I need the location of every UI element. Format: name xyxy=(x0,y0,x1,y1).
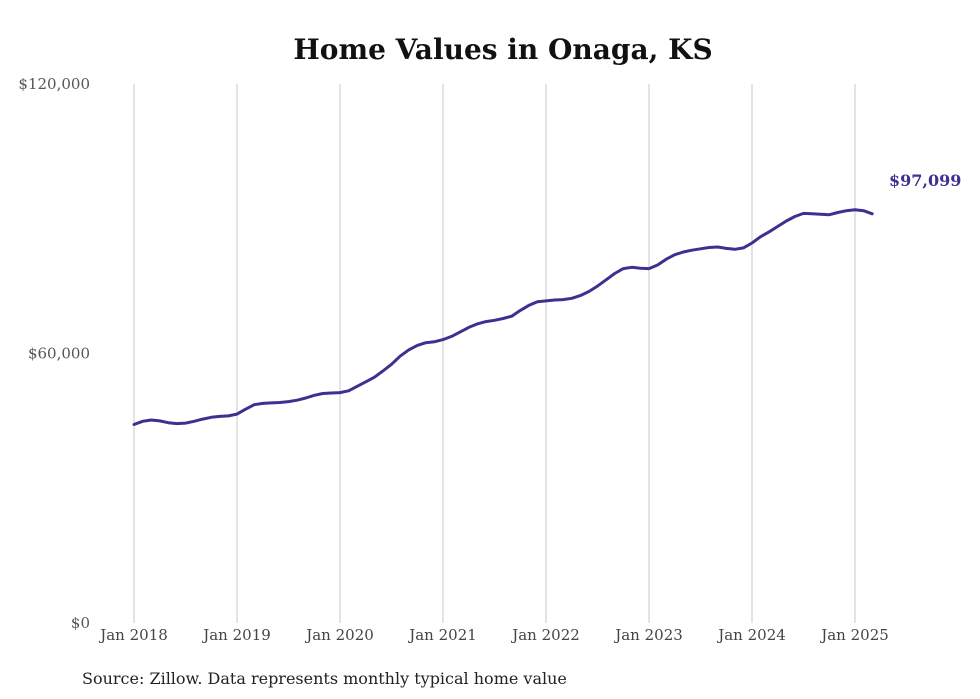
x-axis-ticks: Jan 2018 Jan 2019 Jan 2020 Jan 2021 Jan 2022… xyxy=(98,626,889,644)
latest-value-label: $97,099 xyxy=(889,171,961,190)
x-tick-label: Jan 2025 xyxy=(819,626,889,644)
x-tick-label: Jan 2024 xyxy=(716,626,786,644)
x-tick-label: Jan 2020 xyxy=(304,626,374,644)
y-tick-label: $120,000 xyxy=(18,75,90,93)
x-tick-label: Jan 2022 xyxy=(510,626,580,644)
y-tick-label: $0 xyxy=(71,614,90,632)
x-tick-label: Jan 2019 xyxy=(201,626,271,644)
source-note: Source: Zillow. Data represents monthly … xyxy=(82,669,567,688)
y-tick-label: $60,000 xyxy=(28,345,90,363)
x-tick-label: Jan 2023 xyxy=(613,626,683,644)
y-axis-ticks: $0 $60,000 $120,000 xyxy=(18,75,90,632)
chart-title: Home Values in Onaga, KS xyxy=(293,33,712,66)
home-value-line xyxy=(132,208,874,426)
x-tick-label: Jan 2018 xyxy=(98,626,168,644)
x-tick-label: Jan 2021 xyxy=(407,626,477,644)
gridlines xyxy=(133,84,856,623)
